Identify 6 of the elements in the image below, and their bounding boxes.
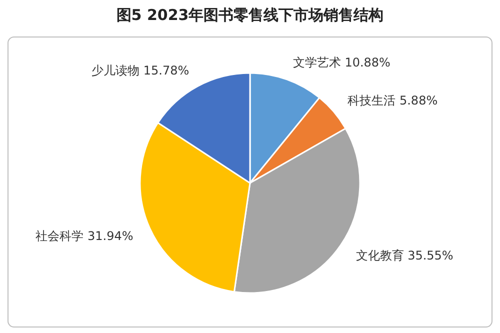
slice-label: 科技生活 5.88% — [348, 93, 438, 108]
slice-label: 文化教育 35.55% — [356, 248, 454, 262]
slice-label: 社会科学 31.94% — [36, 228, 134, 243]
slice-label: 少儿读物 15.78% — [92, 64, 190, 78]
chart-title: 图5 2023年图书零售线下市场销售结构 — [116, 6, 384, 24]
slice-label: 文学艺术 10.88% — [292, 56, 390, 70]
